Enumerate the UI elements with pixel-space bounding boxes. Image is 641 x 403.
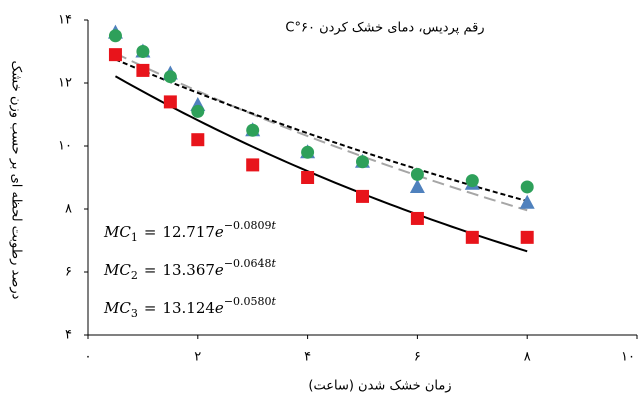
eq-base: e	[215, 299, 224, 317]
point	[136, 45, 150, 58]
eq-exponent: −0.0580	[224, 295, 272, 308]
x-tick-label: ۲	[194, 350, 201, 365]
x-axis-label: زمان خشک شدن (ساعت)	[308, 379, 451, 394]
x-tick-label: ۱۰	[621, 350, 635, 365]
eq-exponent: −0.0648	[224, 257, 272, 270]
x-tick-label: ۴	[304, 350, 311, 365]
point	[246, 158, 260, 172]
eq-variable: t	[272, 295, 277, 308]
eq-equals: =	[144, 299, 157, 317]
y-tick-label: ۱۰	[58, 139, 72, 154]
eq-coefficient: 13.367	[162, 261, 215, 279]
eq-equals: =	[144, 223, 157, 241]
point	[246, 123, 260, 137]
y-tick-label: ۸	[65, 202, 72, 217]
eq-index: 3	[131, 307, 138, 320]
point	[465, 174, 479, 188]
eq-name: MC	[103, 261, 131, 279]
eq-base: e	[215, 223, 224, 241]
fit-curve	[115, 58, 528, 203]
point	[191, 104, 205, 118]
eq-name: MC	[103, 223, 131, 241]
x-tick-label: ۸	[524, 350, 531, 365]
point	[519, 194, 535, 209]
point	[163, 70, 177, 84]
point	[410, 211, 424, 225]
point	[465, 230, 479, 244]
point	[410, 167, 424, 181]
y-tick-label: ۱۲	[58, 76, 72, 91]
eq-variable: t	[272, 257, 277, 270]
point	[356, 155, 369, 169]
eq-name: MC	[103, 299, 131, 317]
y-tick-label: ۴	[65, 328, 72, 343]
chart-title: رقم پردیس، دمای خشک کردن ۶۰°C	[285, 21, 484, 36]
fit-equation: MC2 = 13.367e−0.0648t	[103, 257, 277, 282]
point	[301, 145, 315, 159]
y-tick-label: ۶	[65, 265, 72, 280]
point	[108, 48, 122, 62]
point	[136, 63, 150, 77]
eq-exponent: −0.0809	[224, 219, 272, 232]
eq-index: 1	[131, 231, 138, 244]
point	[191, 133, 205, 147]
y-axis-label: درصد رطوبت لحظه ای بر حسب وزن خشک	[9, 61, 24, 300]
eq-equals: =	[144, 261, 157, 279]
eq-variable: t	[272, 219, 277, 232]
point	[163, 95, 177, 109]
eq-coefficient: 13.124	[162, 299, 215, 317]
fit-curve	[115, 52, 528, 212]
fit-equation: MC3 = 13.124e−0.0580t	[103, 295, 277, 320]
y-tick-label: ۱۴	[58, 13, 72, 28]
point	[520, 230, 534, 244]
fit-curve	[114, 75, 528, 253]
point	[108, 29, 122, 43]
x-tick-label: ۶	[414, 350, 421, 365]
eq-coefficient: 12.717	[162, 223, 215, 241]
point	[301, 171, 315, 184]
fit-equation: MC1 = 12.717e−0.0809t	[103, 219, 277, 244]
eq-index: 2	[131, 269, 138, 282]
eq-base: e	[215, 261, 224, 279]
point	[356, 189, 369, 203]
point	[409, 178, 425, 193]
x-tick-label: ۰	[85, 350, 92, 365]
point	[520, 180, 534, 194]
